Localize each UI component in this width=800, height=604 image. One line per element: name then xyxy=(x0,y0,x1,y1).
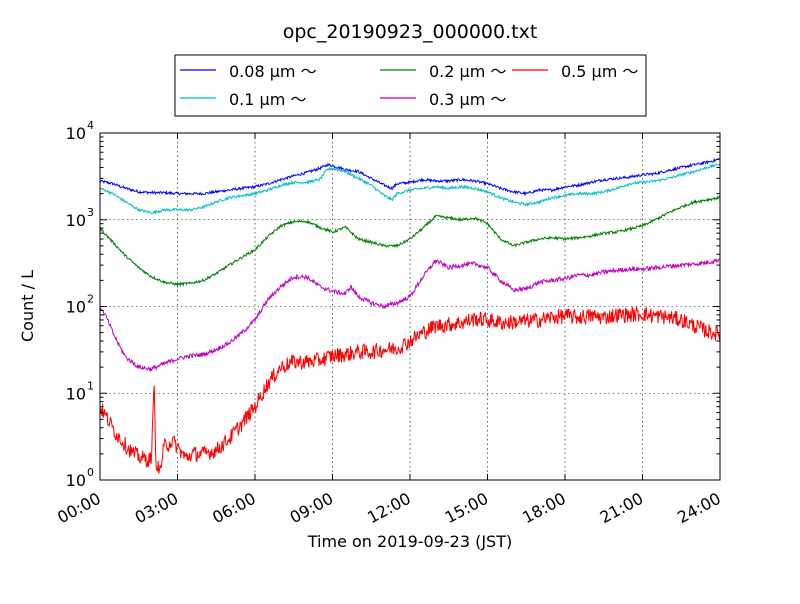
series-line-1 xyxy=(99,163,721,215)
legend-label-3: 0.3 μm ～ xyxy=(429,90,506,109)
y-tick-label-exponent: 0 xyxy=(87,466,94,479)
y-tick-label-exponent: 1 xyxy=(87,379,94,392)
y-tick-label-exponent: 4 xyxy=(87,119,94,132)
y-tick-label-exponent: 3 xyxy=(87,206,94,219)
legend-frame xyxy=(174,54,647,117)
legend: 0.08 μm ～ 0.1 μm ～ 0.2 μm ～ 0.3 μm ～ 0.5 μm … xyxy=(174,54,647,117)
y-tick-label-exponent: 2 xyxy=(87,293,94,306)
series-line-4 xyxy=(99,306,721,474)
grid-lines xyxy=(100,133,720,480)
legend-label-4: 0.5 μm ～ xyxy=(561,62,638,81)
x-axis-label: Time on 2019-09-23 (JST) xyxy=(307,532,512,551)
y-tick-label-base: 10 xyxy=(66,298,86,317)
chart-title: opc_20190923_000000.txt xyxy=(283,21,538,43)
series-line-2 xyxy=(99,195,721,288)
y-tick-label-base: 10 xyxy=(66,211,86,230)
series-line-0 xyxy=(99,157,721,196)
legend-label-1: 0.1 μm ～ xyxy=(229,90,306,109)
y-axis-label: Count / L xyxy=(18,270,37,342)
y-tick-label-base: 10 xyxy=(66,124,86,143)
y-tick-label-base: 10 xyxy=(66,384,86,403)
series-line-3 xyxy=(99,258,721,372)
legend-label-2: 0.2 μm ～ xyxy=(429,62,506,81)
series-lines xyxy=(99,157,721,474)
y-tick-label-base: 10 xyxy=(66,471,86,490)
legend-label-0: 0.08 μm ～ xyxy=(229,62,317,81)
